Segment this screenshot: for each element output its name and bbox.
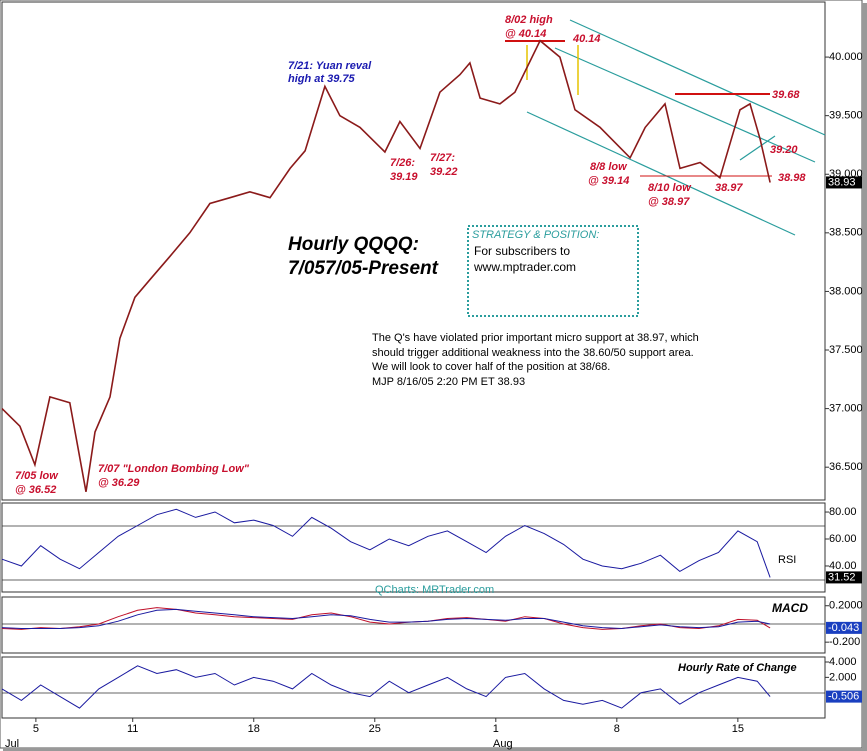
x-tick-label: 8: [614, 723, 620, 735]
y-tick-label: 36.500: [829, 461, 863, 473]
annotation: 39.22: [430, 166, 458, 178]
last-value-box: [826, 690, 862, 703]
x-tick-label: 15: [732, 723, 744, 735]
trend-line: [526, 111, 796, 236]
commentary: should trigger additional weakness into …: [372, 347, 694, 359]
series-line: [1, 608, 771, 630]
annotation: 7/26:: [390, 157, 415, 169]
annotation: 40.14: [572, 33, 601, 45]
series-line: [1, 607, 771, 630]
series-line: [1, 665, 771, 709]
box-title: STRATEGY & POSITION:: [472, 229, 599, 241]
commentary: We will look to cover half of the positi…: [372, 361, 610, 373]
roc-panel: [1, 656, 826, 719]
y-tick-label: 37.000: [829, 403, 863, 415]
y-tick-label: 40.00: [829, 560, 857, 572]
marker-lines: [526, 45, 579, 95]
commentary: The Q's have violated prior important mi…: [372, 332, 699, 344]
shadow: [862, 3, 867, 751]
chart-title: 7/057/05-Present: [288, 258, 439, 279]
annotation: 39.68: [772, 89, 800, 101]
last-value: 31.52: [828, 571, 856, 583]
annotation: 8/10 low: [648, 182, 692, 194]
month-label: Jul: [5, 738, 19, 750]
annotation: 8/8 low: [590, 161, 628, 173]
strategy-box: [467, 225, 639, 317]
x-tick-label: 18: [248, 723, 260, 735]
chart-title: Hourly QQQQ:: [288, 234, 419, 255]
series-line: [1, 508, 771, 578]
box-text: For subscribers to: [474, 244, 570, 258]
annotation: 39.20: [770, 144, 798, 156]
y-tick-label: 38.500: [829, 227, 863, 239]
x-tick-label: 11: [127, 723, 138, 735]
annotation: 7/21: Yuan reval: [288, 60, 372, 72]
trend-line: [569, 19, 826, 136]
panel-label: Hourly Rate of Change: [678, 662, 797, 674]
series-line: [1, 39, 771, 492]
y-tick-label: 39.500: [829, 110, 863, 122]
trend-line: [739, 135, 776, 161]
last-value: -0.506: [828, 691, 859, 703]
panel-label: RSI: [778, 554, 796, 566]
annotation: 7/07 "London Bombing Low": [98, 463, 250, 475]
y-tick-label: 40.000: [829, 51, 863, 63]
annotation: 39.19: [390, 171, 418, 183]
annotation: 8/02 high: [505, 14, 553, 26]
ref-lines: [2, 525, 825, 694]
macd-panel: [1, 596, 826, 654]
y-tick-label: 4.000: [829, 656, 857, 668]
channel-lines: [526, 19, 826, 236]
last-value-box: [826, 176, 862, 189]
annotation: @ 40.14: [505, 28, 546, 40]
panel-label: MACD: [772, 601, 808, 615]
annotation: 7/05 low: [15, 470, 59, 482]
panels: [1, 1, 826, 719]
y-tick-label: 80.00: [829, 506, 857, 518]
annotation: 7/27:: [430, 152, 455, 164]
annotation: high at 39.75: [288, 73, 356, 85]
watermark: QCharts: MRTrader.com: [375, 584, 494, 596]
main-panel: [1, 1, 826, 501]
y-tick-label: 38.000: [829, 285, 863, 297]
commentary: MJP 8/16/05 2:20 PM ET 38.93: [372, 376, 525, 388]
level-lines: [505, 40, 772, 177]
annotation: @ 39.14: [588, 175, 629, 187]
y-tick-label: -0.200: [829, 636, 860, 648]
box-text: www.mptrader.com: [473, 260, 576, 274]
x-tick-label: 1: [493, 723, 499, 735]
rsi-panel: [1, 502, 826, 593]
last-value: -0.043: [828, 622, 859, 634]
y-tick-label: 60.00: [829, 533, 857, 545]
annotation: 38.98: [778, 172, 806, 184]
last-value: 38.93: [828, 176, 856, 188]
shadow: [3, 748, 867, 751]
annotation: @ 36.52: [15, 484, 56, 496]
annotation: @ 36.29: [98, 477, 140, 489]
last-value-box: [826, 621, 862, 634]
annotation: @ 38.97: [648, 196, 690, 208]
y-tick-label: 2.000: [829, 671, 857, 683]
x-tick-label: 25: [369, 723, 381, 735]
annotation: 38.97: [715, 182, 743, 194]
y-tick-label: 0.2000: [829, 600, 863, 612]
month-label: Aug: [493, 738, 513, 750]
x-tick-label: 5: [33, 723, 39, 735]
trend-line: [554, 47, 816, 163]
y-tick-label: 37.500: [829, 344, 863, 356]
last-value-box: [826, 571, 862, 584]
